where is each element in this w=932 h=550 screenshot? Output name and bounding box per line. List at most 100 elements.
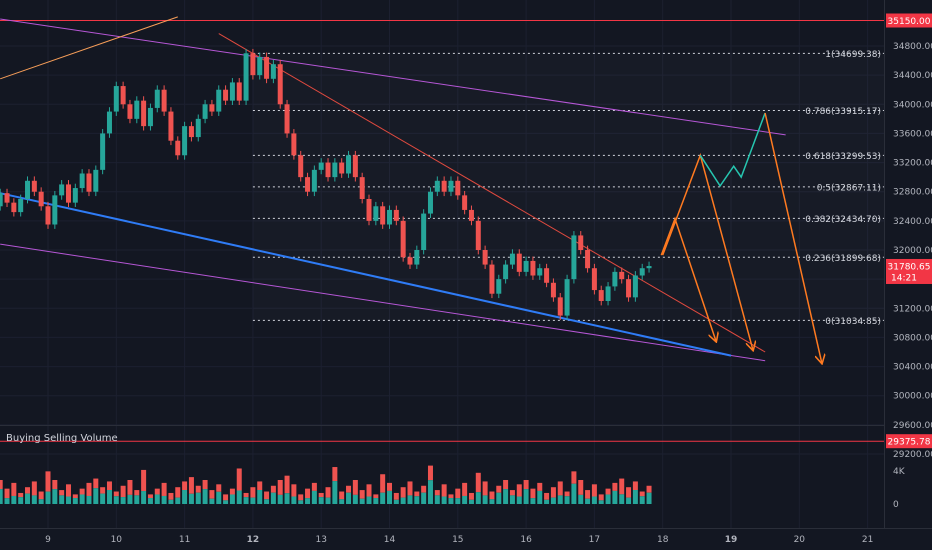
volume-bar-buy (229, 494, 235, 504)
volume-bar-sell (284, 475, 290, 494)
candle-body (168, 111, 174, 141)
candle-body (134, 100, 140, 119)
candle-body (346, 155, 352, 174)
candle-body (482, 250, 488, 265)
volume-bar-sell (646, 485, 652, 493)
volume-bar-sell (305, 488, 311, 499)
candle-body (291, 133, 297, 156)
volume-bar-buy (612, 490, 618, 504)
candle-body (332, 162, 338, 178)
candle-body (366, 199, 372, 221)
price-tick-label: 33200.00 (893, 159, 932, 169)
volume-bar-sell (639, 491, 645, 497)
volume-bar-sell (605, 488, 611, 495)
candle-body (59, 184, 65, 196)
candle-body (421, 213, 427, 250)
candle-body (427, 191, 433, 214)
candle-body (52, 195, 58, 225)
candle-body (605, 286, 611, 301)
candle-body (318, 162, 324, 170)
volume-bar-buy (134, 495, 140, 504)
volume-bar-buy (639, 496, 645, 504)
volume-bar-buy (537, 490, 543, 504)
volume-bar-sell (168, 492, 174, 500)
volume-bar-buy (462, 495, 468, 504)
volume-bar-buy (359, 498, 365, 504)
volume-bar-sell (311, 482, 317, 491)
candle-body (523, 260, 529, 272)
volume-bar-sell (31, 481, 37, 496)
volume-bar-buy (468, 499, 474, 504)
volume-bar-sell (277, 480, 283, 495)
candle-body (38, 191, 44, 207)
candle-body (202, 104, 208, 119)
volume-bar-buy (72, 498, 78, 504)
volume-bar-sell (209, 490, 215, 499)
time-tick-label: 14 (384, 535, 396, 545)
countdown-label: 14:21 (891, 273, 917, 283)
volume-bar-buy (175, 497, 181, 504)
candle-body (639, 268, 645, 276)
volume-bar-sell (236, 468, 242, 491)
candle-body (25, 180, 31, 199)
scenario-arrows[interactable] (660, 112, 822, 363)
candle-body (400, 220, 406, 258)
volume-bar-sell (223, 494, 229, 501)
candle-body (380, 206, 386, 225)
volume-bar-buy (598, 500, 604, 504)
price-axis[interactable]: 34800.00 34400.00 34000.00 33600.00 33200.00… (893, 42, 932, 460)
trendlines[interactable] (0, 16, 786, 362)
volume-bar-buy (298, 500, 304, 504)
candle-body (462, 195, 468, 210)
candle-body (448, 180, 454, 192)
volume-bar-sell (141, 469, 147, 492)
time-axis[interactable]: 9 10 11 12 13 14 15 16 17 18 19 20 21 (45, 535, 873, 545)
volume-bar-sell (366, 484, 372, 497)
volume-bar-sell (106, 481, 112, 491)
volume-bar-sell (414, 491, 420, 497)
candle-body (250, 53, 256, 76)
volume-bar-buy (223, 500, 229, 504)
volume-bar-sell (400, 487, 406, 498)
horizontal-levels[interactable] (0, 20, 884, 442)
candles (0, 48, 652, 320)
volume-bar-buy (346, 492, 352, 504)
volume-bar-buy (113, 496, 119, 504)
volume-indicator-title[interactable]: Buying Selling Volume (6, 433, 118, 444)
volume-bar-sell (509, 490, 515, 496)
volume-bar-buy (270, 492, 276, 504)
fibonacci-retracement[interactable]: 1(34699.38) 0.786(33915.17) 0.618(33299.53… (252, 50, 884, 327)
volume-bar-buy (311, 490, 317, 504)
candle-body (632, 275, 638, 298)
volume-bar-buy (421, 492, 427, 504)
volume-bar-sell (585, 490, 591, 499)
candle-body (188, 126, 194, 138)
volume-bar-buy (632, 490, 638, 504)
volume-bar-sell (564, 491, 570, 497)
volume-bar-buy (441, 496, 447, 504)
projection-path-scenario-c-down (764, 112, 822, 363)
trendline-blue-support (0, 192, 732, 357)
volume-bar-buy (209, 498, 215, 504)
volume-bar-sell (346, 485, 352, 493)
volume-bar-sell (161, 482, 167, 496)
price-tick-label: 32400.00 (893, 217, 932, 227)
volume-bar-buy (168, 499, 174, 504)
volume-bar-buy (509, 495, 515, 504)
candle-body (65, 184, 71, 203)
volume-bar-buy (291, 496, 297, 504)
volume-bar-sell (339, 491, 345, 500)
volume-bar-sell (52, 480, 58, 490)
trendline-lower-channel (0, 243, 766, 362)
candle-body (100, 133, 106, 170)
candle-body (106, 111, 112, 134)
volume-bar-buy (195, 492, 201, 504)
volume-bar-sell (516, 484, 522, 497)
volume-bar-buy (0, 489, 3, 504)
volume-bar-sell (359, 490, 365, 499)
volume-bar-sell (59, 490, 65, 496)
volume-bar-buy (646, 492, 652, 504)
candle-body (544, 268, 550, 283)
